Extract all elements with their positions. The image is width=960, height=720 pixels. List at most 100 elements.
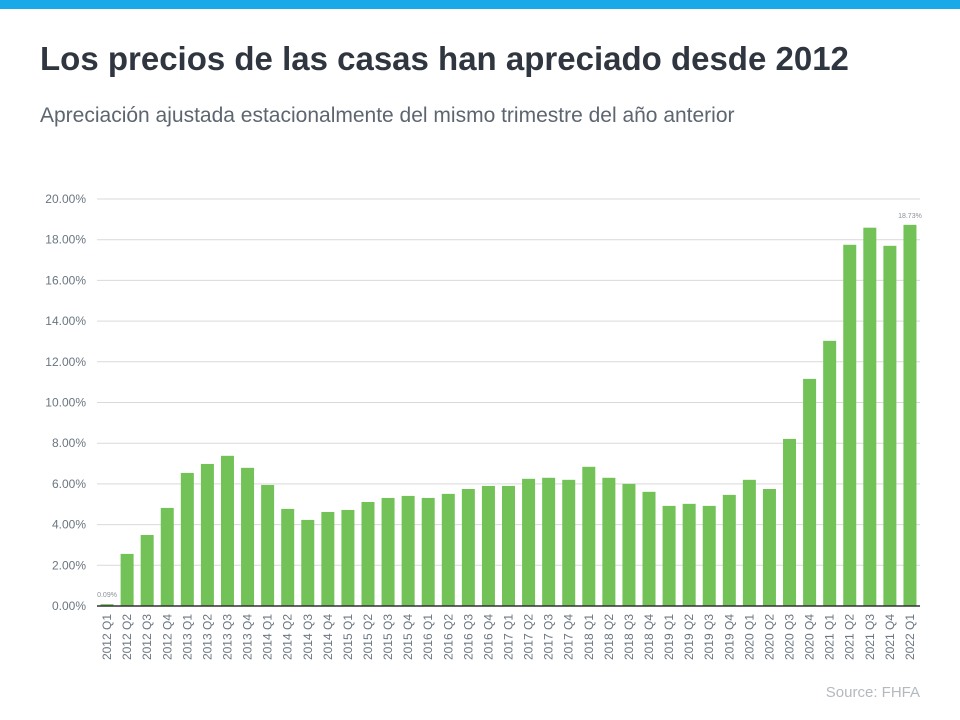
x-tick-label: 2017 Q1	[502, 614, 516, 660]
bar	[160, 507, 174, 606]
x-tick-label: 2015 Q3	[381, 614, 395, 660]
x-tick-label: 2021 Q4	[883, 614, 897, 660]
bar	[481, 485, 495, 606]
x-tick-label: 2012 Q1	[100, 614, 114, 660]
bar	[783, 438, 797, 606]
y-tick-label: 8.00%	[52, 436, 86, 450]
x-tick-label: 2012 Q2	[120, 614, 134, 660]
x-tick-label: 2014 Q2	[281, 614, 295, 660]
bar	[261, 484, 275, 606]
y-tick-label: 16.00%	[45, 273, 86, 287]
bar	[401, 495, 415, 606]
x-tick-label: 2015 Q4	[401, 614, 415, 660]
bar	[502, 485, 515, 606]
x-tick-label: 2013 Q1	[180, 614, 194, 660]
x-tick-label: 2015 Q2	[361, 614, 375, 660]
x-tick-label: 2013 Q4	[241, 614, 255, 660]
x-tick-label: 2022 Q1	[903, 614, 917, 660]
x-tick-label: 2015 Q1	[341, 614, 355, 660]
bar	[823, 340, 837, 606]
bar	[742, 479, 756, 606]
bar	[281, 508, 295, 606]
y-tick-label: 6.00%	[52, 477, 86, 491]
bar	[522, 478, 536, 606]
x-tick-label: 2016 Q4	[481, 614, 495, 660]
bar	[642, 491, 656, 606]
x-tick-label: 2020 Q3	[783, 614, 797, 660]
x-tick-label: 2013 Q3	[220, 614, 234, 660]
bar	[843, 244, 857, 606]
bar	[903, 224, 917, 607]
x-tick-label: 2021 Q2	[843, 614, 857, 660]
bar	[341, 509, 355, 606]
y-tick-label: 2.00%	[52, 558, 86, 572]
x-tick-label: 2020 Q4	[803, 614, 817, 660]
bar	[100, 604, 114, 606]
bar	[602, 477, 616, 606]
x-tick-label: 2019 Q4	[722, 614, 736, 660]
bar	[863, 227, 877, 607]
x-tick-label: 2017 Q4	[562, 614, 576, 660]
bar	[120, 553, 134, 606]
bar	[702, 505, 716, 606]
x-tick-label: 2016 Q1	[421, 614, 435, 660]
y-tick-label: 12.00%	[45, 355, 86, 369]
x-tick-label: 2017 Q2	[522, 614, 536, 660]
y-tick-label: 14.00%	[45, 314, 86, 328]
bar	[441, 493, 455, 606]
x-tick-label: 2012 Q3	[140, 614, 154, 660]
x-tick-label: 2020 Q1	[742, 614, 756, 660]
bar	[662, 505, 676, 606]
x-tick-label: 2018 Q4	[642, 614, 656, 660]
bar	[381, 497, 395, 606]
bar	[220, 455, 234, 606]
x-tick-label: 2021 Q3	[863, 614, 877, 660]
data-label: 0.09%	[97, 592, 117, 599]
y-tick-label: 0.00%	[52, 599, 86, 613]
page-subtitle: Apreciación ajustada estacionalmente del…	[40, 104, 735, 127]
bar	[562, 479, 576, 606]
x-tick-label: 2014 Q1	[261, 614, 275, 660]
x-tick-label: 2016 Q3	[461, 614, 475, 660]
bar	[241, 467, 255, 606]
bar	[622, 483, 636, 606]
bar	[361, 502, 375, 606]
y-tick-label: 20.00%	[45, 192, 86, 206]
bar	[421, 497, 435, 606]
bar	[582, 466, 596, 606]
source-note: Source: FHFA	[825, 684, 920, 701]
bar	[883, 245, 897, 606]
bar	[321, 511, 335, 606]
y-tick-label: 18.00%	[45, 233, 86, 247]
bar	[180, 472, 194, 606]
bar	[301, 519, 315, 606]
x-tick-label: 2014 Q3	[301, 614, 315, 660]
y-tick-label: 4.00%	[52, 518, 86, 532]
x-tick-label: 2016 Q2	[441, 614, 455, 660]
top-accent-bar	[0, 0, 960, 9]
x-tick-label: 2019 Q2	[682, 614, 696, 660]
data-label: 18.73%	[898, 213, 922, 220]
x-tick-label: 2018 Q1	[582, 614, 596, 660]
bar	[200, 463, 214, 606]
bar	[803, 378, 817, 606]
x-tick-label: 2018 Q2	[602, 614, 616, 660]
bar	[461, 488, 475, 606]
x-tick-label: 2021 Q1	[823, 614, 837, 660]
x-tick-label: 2017 Q3	[542, 614, 556, 660]
x-tick-label: 2018 Q3	[622, 614, 636, 660]
x-tick-label: 2020 Q2	[762, 614, 776, 660]
y-tick-label: 10.00%	[45, 396, 86, 410]
bar	[722, 494, 736, 606]
x-tick-label: 2019 Q3	[702, 614, 716, 660]
bar	[140, 534, 154, 606]
x-tick-label: 2014 Q4	[321, 614, 335, 660]
bar	[542, 477, 556, 606]
page-title: Los precios de las casas han apreciado d…	[40, 40, 849, 77]
x-tick-label: 2012 Q4	[160, 614, 174, 660]
x-tick-label: 2019 Q1	[662, 614, 676, 660]
bar	[682, 503, 696, 606]
bar	[762, 488, 776, 606]
x-tick-label: 2013 Q2	[200, 614, 214, 660]
